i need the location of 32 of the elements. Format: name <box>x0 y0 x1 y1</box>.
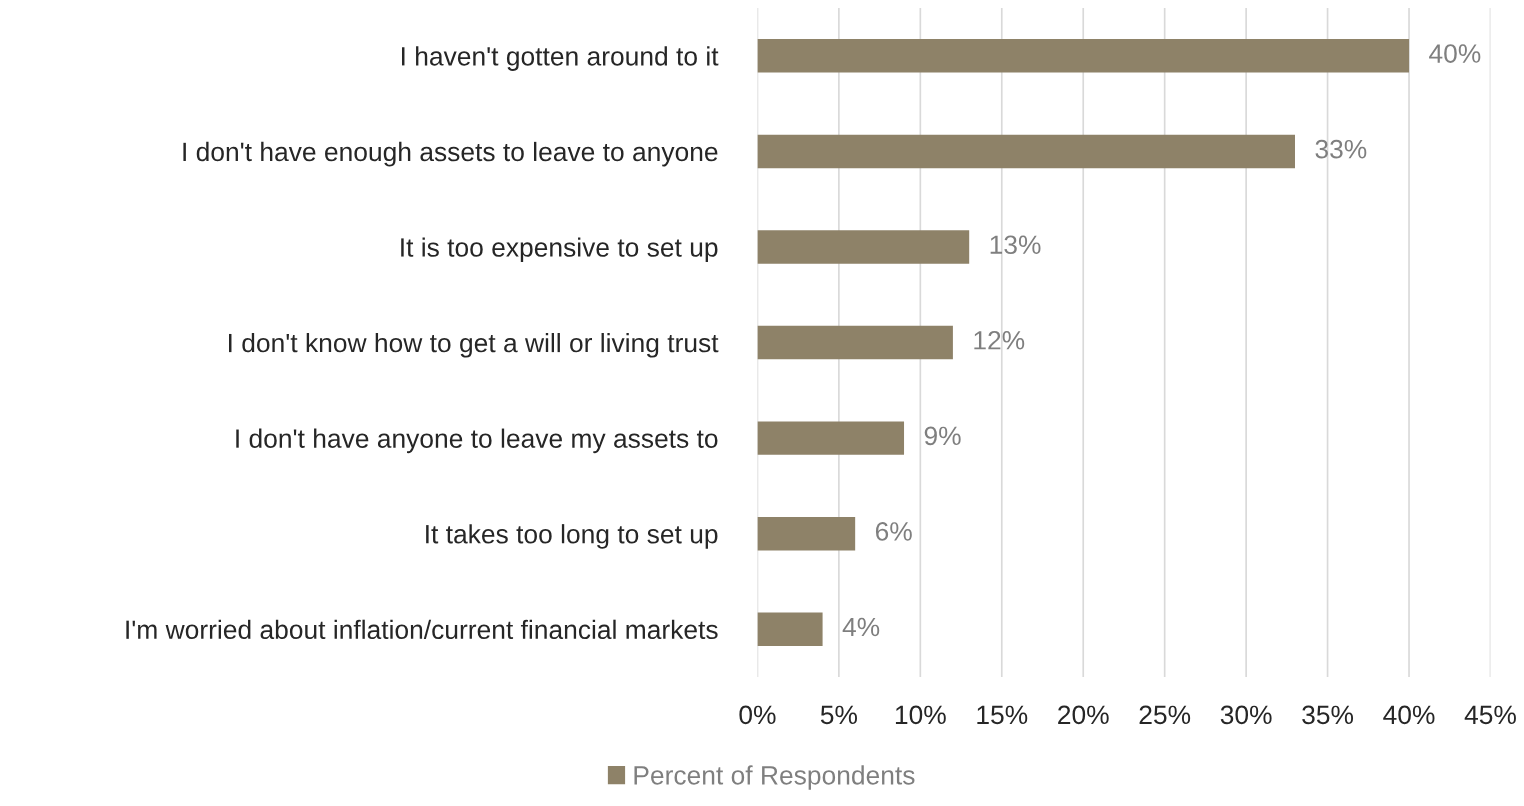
bar <box>757 230 970 264</box>
data-label: 4% <box>842 617 880 637</box>
y-tick-label: I haven't gotten around to it <box>402 46 719 71</box>
bar <box>757 516 856 551</box>
data-label: 33% <box>1315 139 1367 159</box>
legend-label: Percent of Respondents <box>634 765 915 790</box>
data-label: 9% <box>924 426 961 446</box>
bar <box>757 421 905 455</box>
y-tick-label: It is too expensive to set up <box>401 237 718 263</box>
x-tick-label: 25% <box>1139 705 1191 725</box>
data-label: 12% <box>974 330 1025 350</box>
x-tick-label: 40% <box>1383 705 1435 725</box>
x-tick-label: 10% <box>895 705 946 725</box>
x-tick-label: 15% <box>977 705 1028 725</box>
x-tick-label: 0% <box>739 705 776 725</box>
bar <box>757 134 1295 169</box>
y-tick-label: I'm worried about inflation/current financial markets <box>126 619 718 640</box>
data-label: 40% <box>1429 44 1481 63</box>
y-tick-label: I don't know how to get a will or living trust <box>229 332 719 358</box>
bar <box>757 325 953 360</box>
data-label: 13% <box>990 235 1041 255</box>
bar <box>757 612 823 646</box>
bar <box>757 39 1410 73</box>
x-tick-label: 30% <box>1220 705 1272 725</box>
x-tick-label: 5% <box>820 705 858 725</box>
y-tick-label: It takes too long to set up <box>426 524 718 549</box>
x-tick-label: 20% <box>1058 705 1109 725</box>
x-tick-label: 35% <box>1302 705 1354 725</box>
x-tick-label: 45% <box>1464 705 1516 725</box>
y-tick-label: I don't have anyone to leave my assets to <box>236 428 718 454</box>
y-tick-label: I don't have enough assets to leave to anyone <box>183 141 718 167</box>
data-label: 6% <box>875 522 912 541</box>
